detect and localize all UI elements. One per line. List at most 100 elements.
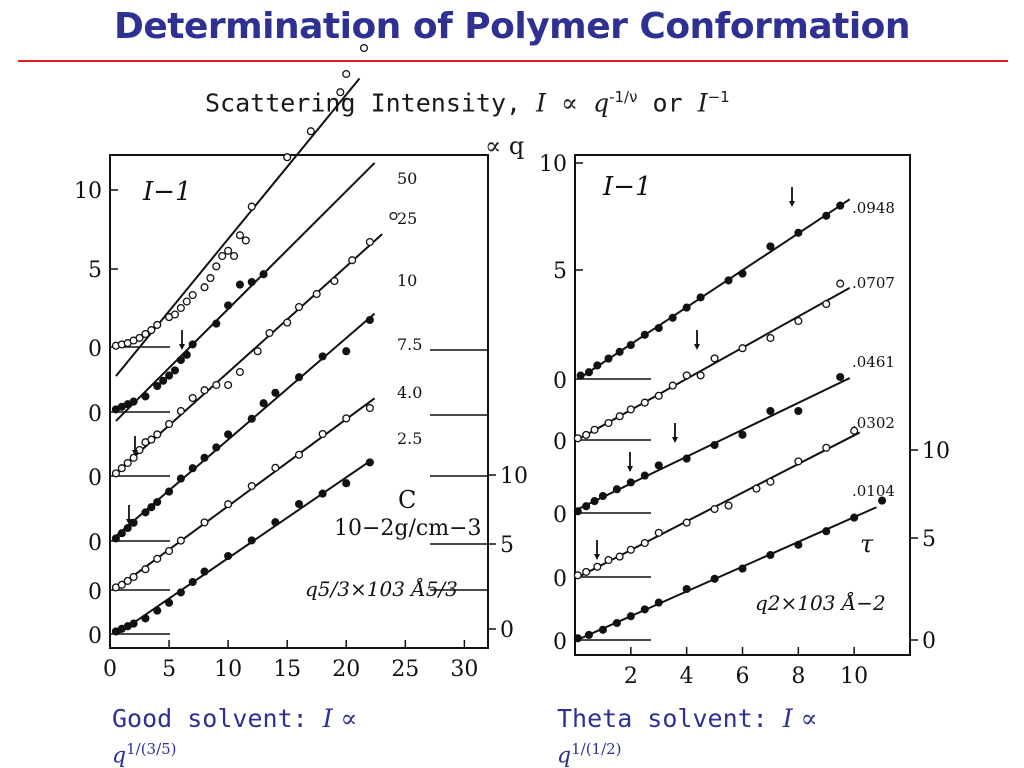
- data-point: [265, 328, 274, 338]
- series-zero-label: 0: [88, 337, 102, 362]
- subtitle-or: or: [652, 88, 683, 118]
- caption-theta-solvent: Theta solvent: I ∝: [557, 704, 818, 733]
- data-point: [573, 434, 582, 443]
- data-point: [135, 333, 144, 342]
- right-y-tick-label: 0: [922, 629, 936, 654]
- data-point: [200, 386, 209, 395]
- data-point: [590, 425, 599, 434]
- data-point: [365, 237, 374, 247]
- data-point: [141, 508, 150, 517]
- data-point: [359, 43, 369, 53]
- data-point: [318, 352, 327, 361]
- data-point: [710, 574, 719, 583]
- data-point: [640, 538, 649, 548]
- data-point: [117, 580, 126, 589]
- series-zero-label: 0: [553, 369, 567, 394]
- series-zero-label: 0: [88, 466, 102, 491]
- data-point: [165, 487, 174, 496]
- data-point: [682, 303, 691, 312]
- subtitle: Scattering Intensity, I ∝ q-1/ν or I−1: [205, 88, 730, 117]
- x-tick-label: 6: [736, 664, 750, 689]
- data-point: [654, 598, 663, 607]
- data-point: [247, 202, 256, 211]
- data-point: [612, 485, 621, 494]
- data-point: [294, 450, 304, 459]
- right-y-tick-label: 5: [922, 527, 936, 552]
- x-tick-label: 5: [162, 657, 176, 682]
- caption-good-power: q1/(3/5): [112, 740, 177, 768]
- data-point: [626, 478, 635, 487]
- y-tick-label: 10: [74, 179, 102, 204]
- data-point: [654, 528, 663, 537]
- data-point: [584, 368, 594, 377]
- data-point: [129, 572, 138, 582]
- data-point: [598, 491, 607, 501]
- data-point: [153, 381, 162, 391]
- crossover-arrowhead: [694, 344, 700, 350]
- data-point: [294, 499, 304, 509]
- data-point: [766, 333, 775, 343]
- crossover-arrowhead: [672, 437, 678, 443]
- data-point: [153, 606, 162, 615]
- data-point: [176, 588, 185, 597]
- data-point: [176, 303, 185, 313]
- data-point: [147, 503, 156, 512]
- data-point: [253, 347, 262, 356]
- crossover-arrowhead: [789, 201, 795, 207]
- crossover-arrowhead: [594, 554, 600, 560]
- x-tick-label: 10: [214, 657, 242, 682]
- right-y-tick-label: 5: [500, 533, 514, 558]
- data-point: [850, 426, 859, 435]
- data-point: [766, 477, 775, 486]
- data-point: [111, 469, 120, 478]
- data-point: [306, 127, 315, 136]
- data-point: [615, 347, 624, 356]
- series-fit-line: [580, 198, 851, 379]
- y-tick-label: 5: [553, 259, 567, 284]
- data-point: [176, 355, 185, 365]
- data-point: [682, 518, 691, 527]
- subtitle-q: q: [593, 88, 610, 118]
- slide-title: Determination of Polymer Conformation: [113, 6, 911, 47]
- series-fit-line: [115, 162, 376, 422]
- data-point: [259, 270, 268, 279]
- series-label: 7.5: [397, 335, 422, 354]
- legend-c-label: C: [398, 486, 416, 514]
- data-point: [822, 299, 831, 309]
- data-point: [200, 453, 209, 462]
- series-label: 50: [397, 169, 417, 188]
- data-point: [640, 330, 649, 339]
- series-label: .0104: [852, 482, 895, 500]
- data-point: [836, 372, 845, 382]
- data-point: [200, 283, 209, 292]
- data-point: [271, 463, 280, 472]
- data-point: [129, 453, 138, 462]
- data-point: [576, 371, 585, 380]
- data-point: [147, 326, 156, 335]
- data-point: [123, 576, 132, 585]
- data-point: [123, 458, 132, 468]
- data-point: [117, 529, 126, 538]
- series-zero-label: 0: [88, 624, 102, 649]
- series-fit-line: [577, 506, 877, 641]
- plot-frame: [109, 154, 489, 649]
- data-point: [626, 545, 635, 554]
- right-y-tick-label: 0: [500, 618, 514, 643]
- data-point: [312, 289, 321, 299]
- data-point: [696, 371, 705, 380]
- data-point: [342, 414, 351, 423]
- caption-good-label: Good solvent:: [112, 704, 308, 733]
- y-tick-label: 5: [88, 258, 102, 283]
- data-point: [165, 598, 174, 607]
- series-label: 2.5: [397, 429, 422, 448]
- tau-axis-label: τ: [860, 530, 874, 558]
- data-point: [141, 565, 150, 574]
- data-point: [165, 419, 174, 429]
- y-axis-label: I−1: [602, 172, 652, 202]
- data-point: [342, 479, 351, 488]
- data-point: [696, 293, 705, 302]
- series-zero-label: 0: [553, 630, 567, 655]
- subtitle-wrap: ∝ q: [485, 132, 525, 160]
- caption-theta-label: Theta solvent:: [557, 704, 768, 733]
